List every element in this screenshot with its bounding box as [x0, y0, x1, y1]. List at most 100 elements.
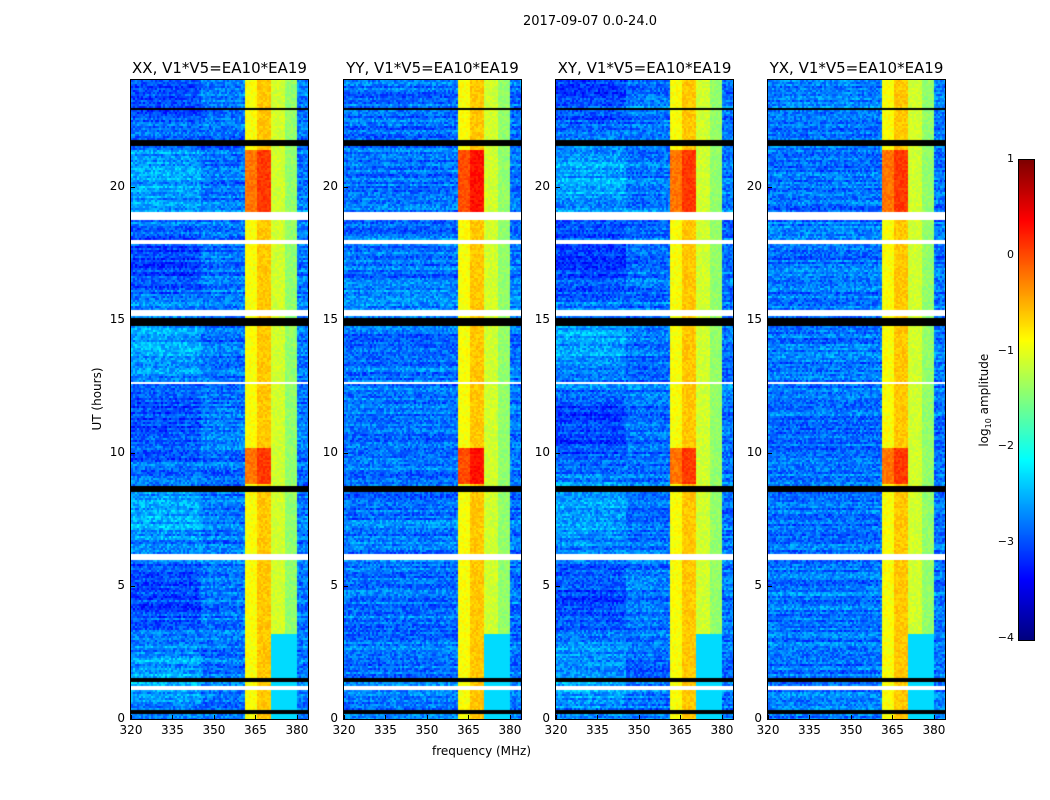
- x-tick-label: 380: [498, 723, 522, 737]
- x-tick-mark: [172, 715, 174, 719]
- x-tick-label: 335: [161, 723, 184, 737]
- x-tick-mark: [385, 715, 387, 719]
- y-tick-label: 15: [109, 311, 125, 326]
- x-tick-mark: [131, 715, 132, 719]
- heatmap-panel: [343, 79, 522, 720]
- y-tick-label: 10: [322, 444, 338, 459]
- y-tick-mark: [131, 585, 135, 587]
- x-tick-label: 335: [798, 723, 821, 737]
- y-tick-mark: [556, 585, 560, 587]
- y-tick-label: 15: [534, 311, 550, 326]
- y-tick-label: 20: [322, 178, 338, 193]
- x-tick-mark: [809, 715, 811, 719]
- y-tick-mark: [556, 319, 560, 321]
- y-tick-label: 5: [330, 577, 338, 592]
- y-tick-label: 10: [534, 444, 550, 459]
- y-axis-label: UT (hours): [90, 367, 104, 431]
- y-tick-label: 20: [109, 178, 125, 193]
- x-tick-label: 320: [544, 723, 568, 737]
- heatmap-panel: [555, 79, 734, 720]
- figure-title: 2017-09-07 0.0-24.0: [523, 14, 657, 29]
- x-tick-mark: [556, 715, 557, 719]
- x-tick-label: 335: [586, 723, 609, 737]
- x-tick-label: 380: [285, 723, 309, 737]
- heatmap-panel: [130, 79, 309, 720]
- x-tick-mark: [680, 715, 682, 719]
- x-tick-label: 350: [202, 723, 226, 737]
- heatmap-image: [768, 80, 945, 719]
- y-tick-label: 15: [322, 311, 338, 326]
- colorbar-tick-label: −3: [997, 535, 1014, 549]
- colorbar-label-main: log: [976, 428, 991, 447]
- x-axis-label: frequency (MHz): [432, 744, 532, 758]
- y-tick-mark: [556, 452, 560, 454]
- panel-title: YY, V1*V5=EA10*EA19: [346, 59, 519, 77]
- y-tick-label: 10: [746, 444, 762, 459]
- heatmap-image: [556, 80, 733, 719]
- x-tick-mark: [850, 715, 852, 719]
- x-tick-mark: [638, 715, 640, 719]
- y-tick-mark: [131, 186, 135, 188]
- y-tick-mark: [556, 186, 560, 188]
- y-tick-mark: [768, 585, 772, 587]
- y-tick-label: 20: [534, 178, 550, 193]
- y-tick-label: 20: [746, 178, 762, 193]
- y-tick-mark: [131, 319, 135, 321]
- x-tick-label: 365: [881, 723, 904, 737]
- x-tick-mark: [468, 715, 470, 719]
- x-tick-label: 350: [415, 723, 439, 737]
- panel-title: XX, V1*V5=EA10*EA19: [132, 59, 307, 77]
- x-tick-mark: [892, 715, 894, 719]
- y-tick-label: 0: [117, 711, 125, 725]
- heatmap-image: [131, 80, 308, 719]
- colorbar-tick-label: −1: [997, 343, 1014, 357]
- x-tick-label: 320: [756, 723, 780, 737]
- x-tick-label: 350: [627, 723, 651, 737]
- x-tick-label: 380: [922, 723, 946, 737]
- y-tick-mark: [344, 319, 348, 321]
- y-tick-label: 0: [330, 711, 338, 725]
- colorbar-tick-label: 1: [1007, 152, 1014, 165]
- y-tick-mark: [344, 186, 348, 188]
- x-tick-label: 335: [374, 723, 397, 737]
- heatmap-image: [344, 80, 521, 719]
- y-tick-mark: [768, 319, 772, 321]
- heatmap-panel: [767, 79, 946, 720]
- y-tick-mark: [131, 719, 135, 720]
- y-tick-mark: [344, 585, 348, 587]
- x-tick-mark: [509, 715, 511, 719]
- x-tick-label: 320: [119, 723, 143, 737]
- x-tick-mark: [344, 715, 345, 719]
- y-tick-mark: [768, 186, 772, 188]
- x-tick-mark: [213, 715, 215, 719]
- colorbar-label-sub: 10: [984, 418, 994, 429]
- x-tick-label: 350: [839, 723, 863, 737]
- y-tick-label: 15: [746, 311, 762, 326]
- x-tick-label: 380: [710, 723, 734, 737]
- y-tick-label: 0: [754, 711, 762, 725]
- x-tick-mark: [933, 715, 935, 719]
- x-tick-label: 365: [669, 723, 692, 737]
- colorbar-label-rest: amplitude: [976, 353, 991, 419]
- x-tick-mark: [768, 715, 769, 719]
- colorbar: [1018, 159, 1035, 641]
- y-tick-mark: [556, 719, 560, 720]
- x-tick-mark: [255, 715, 257, 719]
- x-tick-mark: [296, 715, 298, 719]
- y-tick-mark: [768, 452, 772, 454]
- y-tick-label: 5: [542, 577, 550, 592]
- colorbar-tick-label: −4: [997, 631, 1014, 644]
- y-tick-label: 5: [117, 577, 125, 592]
- x-tick-label: 365: [244, 723, 267, 737]
- y-tick-label: 0: [542, 711, 550, 725]
- x-tick-label: 320: [332, 723, 356, 737]
- x-tick-mark: [721, 715, 723, 719]
- x-tick-mark: [426, 715, 428, 719]
- colorbar-tick-label: 0: [1007, 247, 1014, 261]
- colorbar-label: log10 amplitude: [977, 345, 993, 455]
- x-tick-label: 365: [457, 723, 480, 737]
- y-tick-mark: [768, 719, 772, 720]
- panel-title: XY, V1*V5=EA10*EA19: [557, 59, 732, 77]
- x-tick-mark: [597, 715, 599, 719]
- colorbar-tick-label: −2: [997, 439, 1014, 453]
